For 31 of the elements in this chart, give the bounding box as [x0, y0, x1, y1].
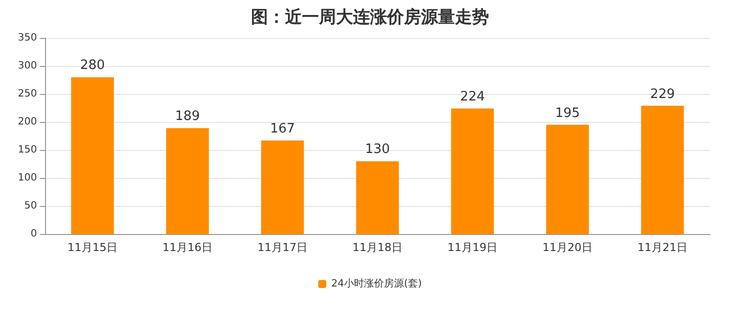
y-tick-label: 150	[18, 144, 37, 156]
data-label: 189	[175, 109, 200, 124]
bar	[451, 108, 494, 234]
bar	[166, 128, 209, 234]
x-tick-label: 11月18日	[352, 241, 402, 254]
bar	[71, 77, 114, 234]
y-tick-label: 200	[18, 116, 37, 128]
y-tick-label: 100	[18, 172, 37, 184]
x-tick-label: 11月20日	[542, 241, 592, 254]
data-label: 224	[460, 90, 485, 105]
legend-label: 24小时涨价房源(套)	[331, 278, 422, 290]
bar	[356, 161, 399, 234]
x-tick-label: 11月19日	[448, 241, 498, 254]
y-tick-label: 300	[18, 60, 37, 72]
y-tick-label: 0	[30, 228, 37, 240]
bar	[261, 140, 304, 234]
x-tick-label: 11月15日	[68, 241, 118, 254]
chart-title: 图：近一周大连涨价房源量走势	[251, 8, 489, 28]
data-label: 280	[80, 58, 105, 74]
bar	[641, 106, 684, 234]
data-label: 130	[365, 142, 390, 158]
y-tick-label: 250	[18, 88, 37, 100]
x-tick-label: 11月17日	[258, 241, 308, 254]
y-tick-label: 350	[18, 32, 37, 44]
data-label: 229	[650, 86, 675, 102]
bar	[546, 124, 589, 234]
y-tick-label: 50	[24, 200, 37, 212]
data-label: 195	[555, 106, 580, 121]
data-label: 167	[270, 121, 295, 136]
x-tick-label: 11月21日	[638, 241, 688, 254]
x-tick-label: 11月16日	[162, 241, 212, 254]
